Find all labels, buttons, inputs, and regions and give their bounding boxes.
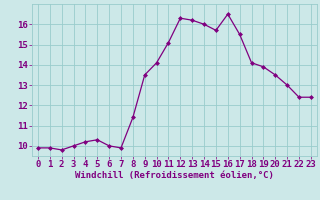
X-axis label: Windchill (Refroidissement éolien,°C): Windchill (Refroidissement éolien,°C) bbox=[75, 171, 274, 180]
